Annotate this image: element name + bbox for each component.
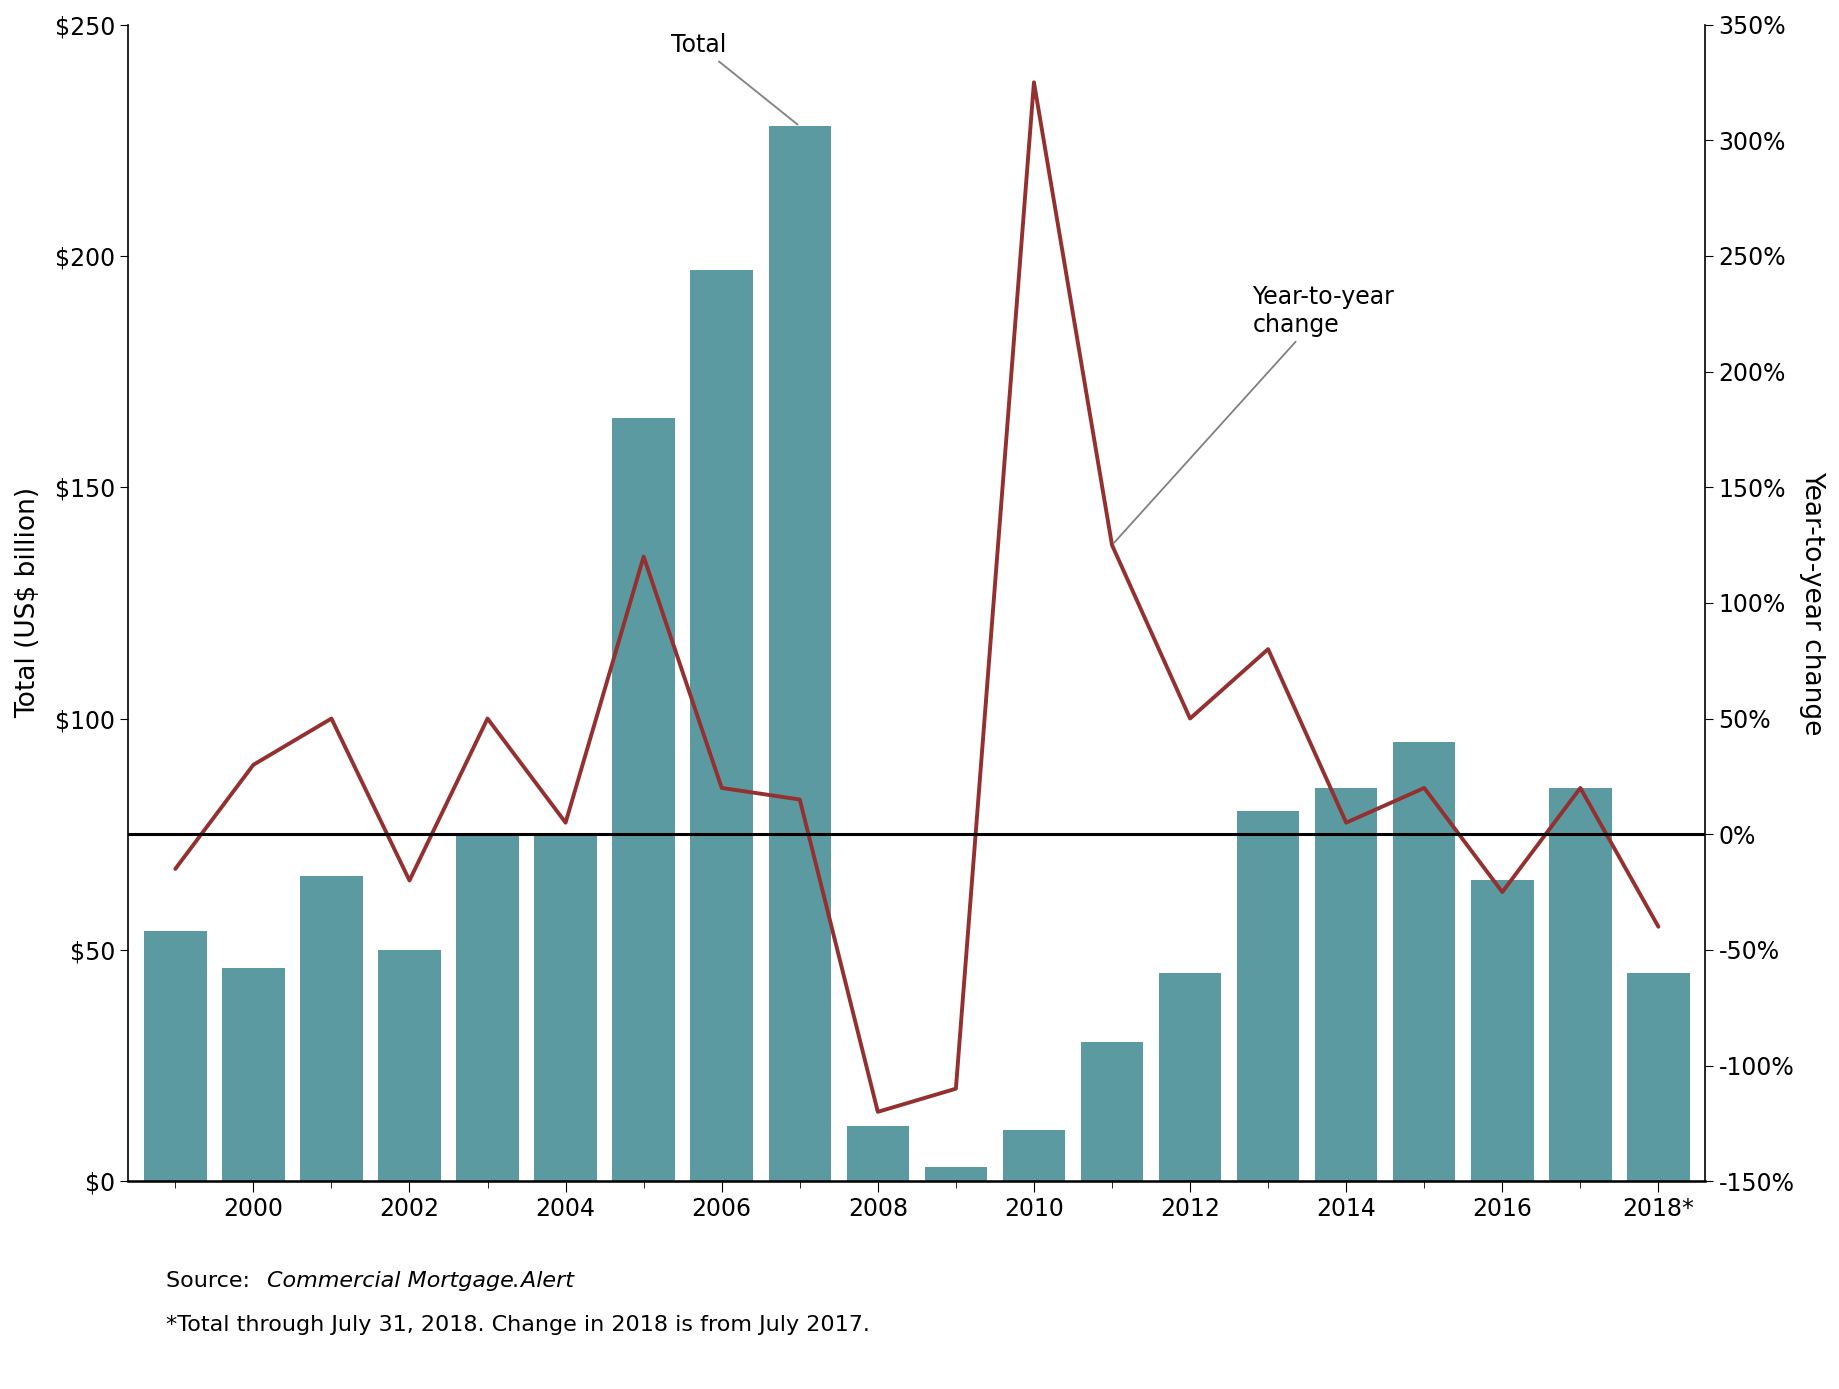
Bar xyxy=(223,968,285,1181)
Text: Year-to-year
change: Year-to-year change xyxy=(1113,285,1394,543)
Bar xyxy=(1159,974,1221,1181)
Bar xyxy=(769,126,831,1181)
Bar xyxy=(846,1125,908,1181)
Text: *Total through July 31, 2018. Change in 2018 is from July 2017.: *Total through July 31, 2018. Change in … xyxy=(166,1315,870,1335)
Y-axis label: Total (US$ billion): Total (US$ billion) xyxy=(15,488,40,718)
Bar xyxy=(1236,811,1298,1181)
Bar xyxy=(143,932,206,1181)
Text: Commercial Mortgage Alert: Commercial Mortgage Alert xyxy=(267,1271,574,1290)
Bar xyxy=(612,418,675,1181)
Bar xyxy=(1392,742,1455,1181)
Bar xyxy=(690,269,752,1181)
Bar xyxy=(533,835,596,1181)
Bar xyxy=(456,835,519,1181)
Bar xyxy=(1002,1131,1065,1181)
Bar xyxy=(1548,788,1611,1181)
Bar xyxy=(300,876,362,1181)
Y-axis label: Year-to-year change: Year-to-year change xyxy=(1799,471,1824,735)
Text: Source:: Source: xyxy=(166,1271,257,1290)
Bar xyxy=(1079,1042,1142,1181)
Bar xyxy=(1315,788,1377,1181)
Bar xyxy=(925,1167,986,1181)
Text: Total: Total xyxy=(669,33,796,125)
Bar xyxy=(379,950,441,1181)
Bar xyxy=(1469,881,1532,1181)
Bar xyxy=(1626,974,1688,1181)
Text: .: . xyxy=(511,1271,519,1290)
